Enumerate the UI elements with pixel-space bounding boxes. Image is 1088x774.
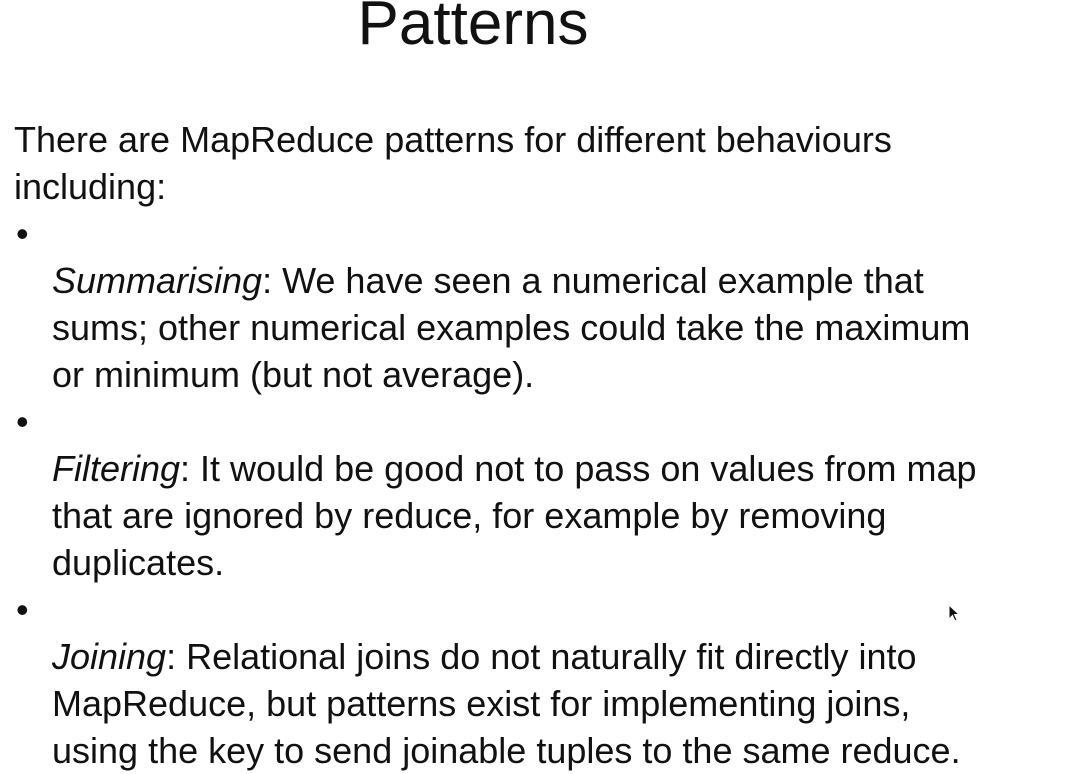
slide-title: Patterns [357, 0, 589, 58]
bullet-dot: • [16, 589, 29, 630]
bullet-item-joining: • Joining: Relational joins do not natura… [14, 586, 1086, 774]
bullet-dot: • [16, 213, 29, 254]
intro-text: There are MapReduce patterns for differe… [14, 119, 892, 207]
bullet-list: • Summarising: We have seen a numerical e… [14, 210, 1086, 774]
bullet-item-filtering: • Filtering: It would be good not to pass… [14, 398, 1086, 586]
bullet-item-summarising: • Summarising: We have seen a numerical e… [14, 210, 1086, 398]
bullet-term: Filtering [52, 448, 181, 489]
bullet-dot: • [16, 401, 29, 442]
mouse-pointer-icon [948, 604, 960, 622]
bullet-term: Summarising [52, 260, 263, 301]
bullet-text: : We have seen a numerical example that … [52, 260, 971, 395]
bullet-term: Joining [52, 636, 167, 677]
slide-body: There are MapReduce patterns for differe… [14, 116, 1086, 774]
bullet-text: : Relational joins do not naturally fit … [52, 636, 961, 771]
slide: Patterns There are MapReduce patterns fo… [14, 0, 977, 771]
bullet-text: : It would be good not to pass on values… [52, 448, 977, 583]
